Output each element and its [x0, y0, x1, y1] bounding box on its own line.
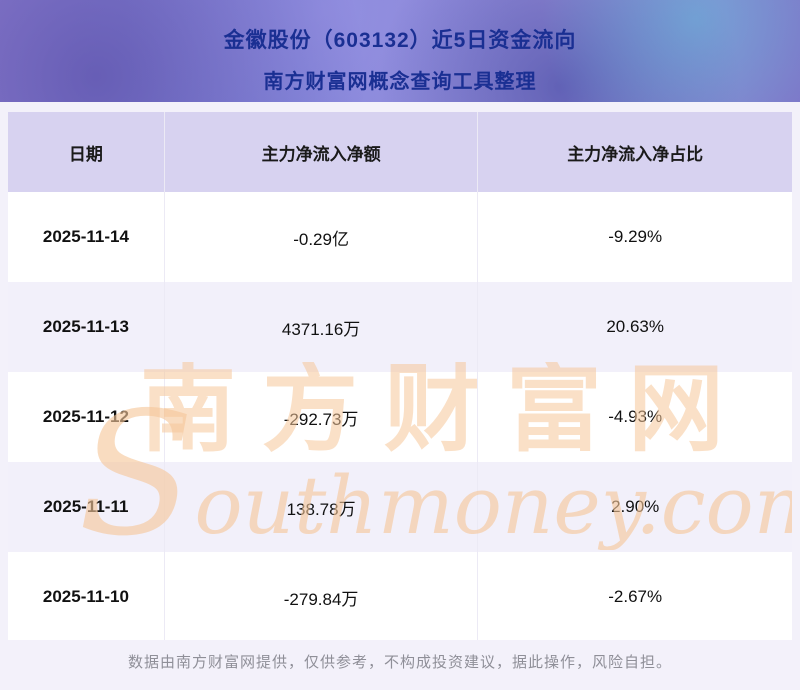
table-row: 2025-11-10 -279.84万 -2.67%: [8, 552, 792, 642]
column-header-net-inflow: 主力净流入净额: [165, 112, 479, 192]
table-row: 2025-11-11 138.78万 2.90%: [8, 462, 792, 552]
cell-net-inflow-ratio: 20.63%: [606, 317, 665, 336]
cell-net-inflow: -0.29亿: [165, 192, 479, 282]
cell-net-inflow-ratio: -2.67%: [608, 587, 663, 606]
header-banner: 金徽股份（603132）近5日资金流向 南方财富网概念查询工具整理: [0, 0, 800, 102]
table-header-row: 日期 主力净流入净额 主力净流入净占比: [8, 112, 792, 192]
cell-net-inflow: -279.84万: [165, 552, 479, 642]
cell-net-inflow-ratio: -9.29%: [608, 227, 663, 246]
cell-net-inflow: 4371.16万: [165, 282, 479, 372]
cell-date: 2025-11-12: [8, 372, 165, 462]
cell-date: 2025-11-11: [8, 462, 165, 552]
cell-date: 2025-11-13: [8, 282, 165, 372]
cell-net-inflow-ratio: 2.90%: [611, 497, 660, 516]
table-row: 2025-11-12 -292.73万 -4.93%: [8, 372, 792, 462]
fund-flow-table: 日期 主力净流入净额 主力净流入净占比 2025-11-14 -0.29亿 -9…: [8, 112, 792, 642]
column-header-date: 日期: [8, 112, 165, 192]
page-subtitle: 南方财富网概念查询工具整理: [263, 71, 537, 93]
footer-disclaimer: 数据由南方财富网提供，仅供参考，不构成投资建议，据此操作，风险自担。: [0, 640, 800, 690]
cell-date: 2025-11-14: [8, 192, 165, 282]
table-row: 2025-11-14 -0.29亿 -9.29%: [8, 192, 792, 282]
cell-net-inflow: 138.78万: [165, 462, 479, 552]
cell-net-inflow: -292.73万: [165, 372, 479, 462]
page-title: 金徽股份（603132）近5日资金流向: [223, 29, 577, 52]
cell-net-inflow-ratio: -4.93%: [608, 407, 663, 426]
cell-date: 2025-11-10: [8, 552, 165, 642]
table-row: 2025-11-13 4371.16万 20.63%: [8, 282, 792, 372]
column-header-net-inflow-ratio: 主力净流入净占比: [567, 144, 704, 164]
